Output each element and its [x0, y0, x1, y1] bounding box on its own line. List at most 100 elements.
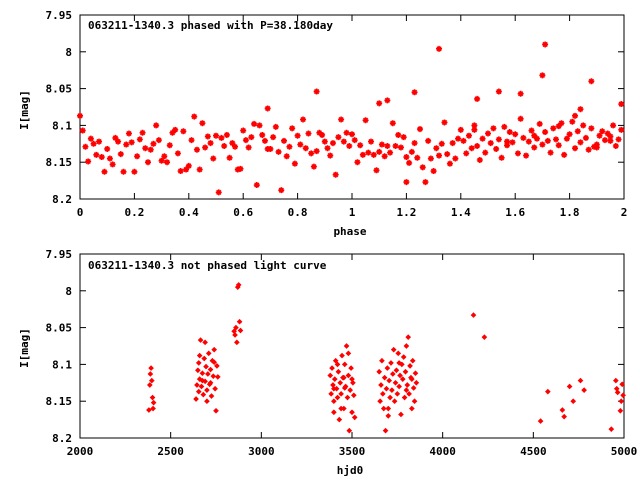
x-tick-label: 0.8	[288, 206, 308, 219]
data-point	[569, 118, 576, 125]
data-point	[463, 150, 470, 157]
data-point	[533, 135, 540, 142]
data-point	[555, 123, 562, 130]
data-point	[441, 119, 448, 126]
data-point	[457, 126, 464, 133]
data-point	[98, 154, 105, 161]
phased-y-axis-label: I[mag]	[18, 90, 31, 130]
data-point	[272, 123, 279, 130]
data-point	[539, 141, 546, 148]
data-point	[406, 159, 413, 166]
data-point	[197, 337, 204, 343]
data-point	[359, 151, 366, 158]
data-point	[400, 354, 407, 360]
data-point	[460, 137, 467, 144]
y-tick-label: 8.15	[46, 395, 73, 408]
data-point	[226, 154, 233, 161]
data-point	[398, 411, 404, 418]
data-point	[346, 427, 353, 434]
data-point	[382, 427, 389, 434]
data-point	[407, 363, 413, 369]
data-point	[128, 139, 135, 146]
data-point	[82, 143, 89, 150]
data-point	[566, 383, 573, 390]
data-point	[612, 143, 619, 150]
data-point	[390, 346, 397, 353]
data-point	[283, 153, 290, 160]
data-point	[204, 398, 210, 405]
data-point	[566, 131, 573, 138]
data-point	[381, 374, 388, 381]
data-point	[349, 409, 355, 416]
data-point	[332, 171, 339, 178]
data-point	[305, 130, 312, 137]
data-point	[148, 377, 155, 384]
data-point	[346, 143, 353, 150]
data-point	[199, 377, 206, 384]
data-point	[498, 154, 505, 161]
data-point	[158, 157, 165, 164]
data-point	[207, 366, 214, 373]
data-point	[613, 377, 619, 384]
data-point	[183, 166, 190, 173]
data-point	[402, 368, 409, 375]
data-point	[211, 346, 218, 353]
data-point	[370, 151, 377, 158]
data-point	[389, 387, 395, 393]
data-point	[229, 140, 236, 147]
data-point	[377, 398, 383, 405]
data-point	[321, 138, 328, 145]
data-point	[319, 131, 326, 138]
data-point	[334, 394, 341, 401]
data-point	[339, 352, 345, 359]
data-point	[205, 371, 211, 377]
data-point	[410, 385, 417, 391]
data-point	[386, 377, 392, 384]
data-point	[259, 131, 266, 138]
data-point	[396, 383, 402, 390]
data-point	[350, 392, 357, 399]
data-point	[174, 150, 181, 157]
data-point	[104, 145, 111, 152]
data-point	[373, 167, 380, 174]
data-point	[343, 129, 350, 136]
data-point	[481, 334, 488, 340]
data-point	[150, 405, 156, 412]
data-point	[180, 128, 187, 135]
data-point	[77, 112, 83, 119]
data-point	[413, 379, 420, 386]
data-point	[115, 138, 122, 145]
unphased-light-curve-panel: 7.95 8 8.05 8.1 8.15 8.2 2000 2500 3000 3500 4000…	[18, 248, 637, 477]
data-point	[203, 363, 209, 370]
data-point	[553, 136, 559, 143]
x-tick-label: 0.4	[179, 206, 199, 219]
data-point	[117, 151, 124, 158]
data-point	[191, 113, 198, 120]
data-point	[379, 357, 385, 364]
data-point	[544, 137, 551, 144]
data-point	[479, 135, 486, 142]
data-point	[561, 413, 567, 420]
data-point	[240, 127, 247, 134]
data-point	[539, 72, 546, 79]
unphased-x-axis-label: hjd0	[337, 464, 364, 477]
data-point	[166, 142, 173, 149]
data-point	[207, 140, 214, 147]
data-point	[208, 393, 215, 399]
data-point	[348, 365, 354, 371]
data-point	[572, 145, 579, 152]
data-point	[608, 426, 615, 432]
data-point	[577, 139, 584, 146]
data-point	[214, 374, 221, 380]
data-point	[331, 385, 337, 392]
data-point	[316, 129, 323, 136]
data-point	[90, 140, 97, 147]
data-point	[193, 396, 199, 402]
data-point	[335, 134, 342, 141]
data-point	[194, 382, 200, 388]
data-point	[485, 130, 491, 137]
data-point	[331, 409, 337, 416]
data-point	[177, 168, 184, 175]
y-tick-label: 8.1	[52, 119, 72, 132]
